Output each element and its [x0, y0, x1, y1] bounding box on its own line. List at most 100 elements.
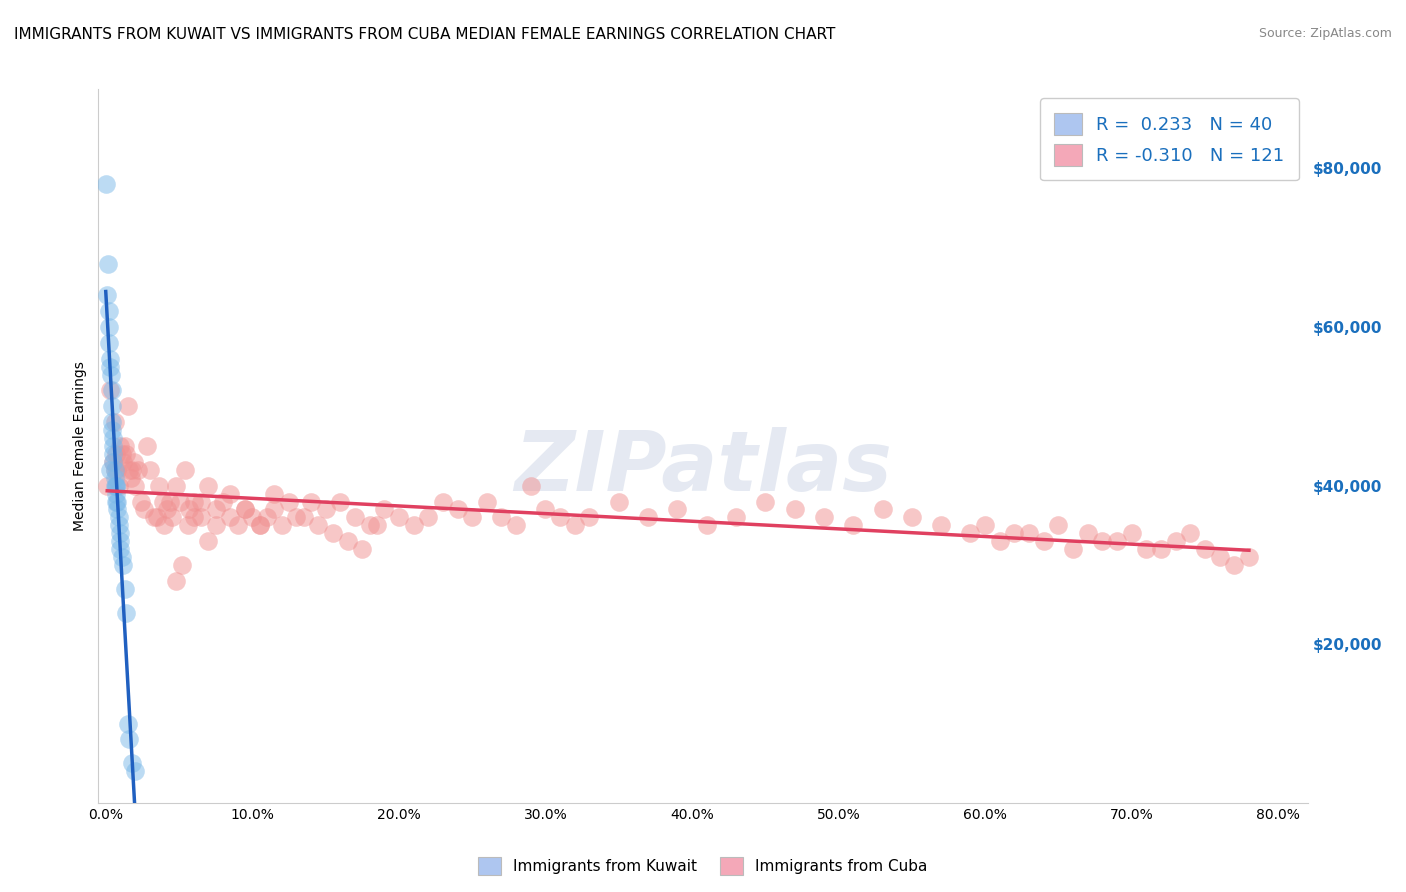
- Point: [607, 494, 630, 508]
- Point: [343, 510, 366, 524]
- Point: [1180, 526, 1202, 541]
- Point: [696, 518, 718, 533]
- Point: [143, 510, 166, 524]
- Point: [1135, 542, 1157, 557]
- Point: [146, 510, 169, 524]
- Point: [263, 502, 285, 516]
- Point: [165, 574, 187, 588]
- Point: [101, 423, 124, 437]
- Point: [278, 494, 301, 508]
- Point: [212, 494, 235, 508]
- Point: [165, 478, 187, 492]
- Point: [263, 486, 285, 500]
- Point: [112, 558, 135, 572]
- Point: [219, 510, 242, 524]
- Point: [118, 732, 141, 747]
- Point: [315, 502, 337, 516]
- Point: [233, 502, 256, 516]
- Point: [103, 463, 125, 477]
- Point: [336, 534, 359, 549]
- Point: [101, 439, 124, 453]
- Point: [129, 494, 152, 508]
- Point: [988, 534, 1011, 549]
- Point: [107, 502, 129, 516]
- Y-axis label: Median Female Earnings: Median Female Earnings: [73, 361, 87, 531]
- Point: [98, 359, 121, 374]
- Point: [285, 510, 308, 524]
- Point: [974, 518, 997, 533]
- Point: [505, 518, 527, 533]
- Point: [96, 178, 118, 192]
- Point: [111, 549, 134, 564]
- Point: [1208, 549, 1230, 564]
- Point: [112, 455, 135, 469]
- Point: [108, 478, 131, 492]
- Point: [901, 510, 924, 524]
- Point: [226, 518, 249, 533]
- Point: [872, 502, 894, 516]
- Point: [1223, 558, 1246, 572]
- Point: [1047, 518, 1070, 533]
- Point: [148, 478, 170, 492]
- Point: [107, 463, 129, 477]
- Point: [132, 502, 155, 516]
- Point: [117, 400, 139, 414]
- Point: [97, 320, 120, 334]
- Point: [121, 756, 143, 771]
- Point: [138, 463, 160, 477]
- Point: [432, 494, 454, 508]
- Point: [197, 478, 219, 492]
- Point: [842, 518, 865, 533]
- Point: [101, 431, 124, 445]
- Point: [170, 558, 193, 572]
- Point: [190, 494, 212, 508]
- Point: [103, 471, 125, 485]
- Point: [1164, 534, 1187, 549]
- Point: [204, 518, 226, 533]
- Point: [101, 455, 124, 469]
- Point: [120, 471, 142, 485]
- Point: [197, 534, 219, 549]
- Point: [153, 518, 176, 533]
- Point: [159, 494, 181, 508]
- Point: [121, 463, 143, 477]
- Point: [233, 502, 256, 516]
- Point: [160, 510, 183, 524]
- Point: [578, 510, 600, 524]
- Point: [724, 510, 747, 524]
- Point: [1004, 526, 1026, 541]
- Point: [270, 518, 292, 533]
- Point: [204, 502, 226, 516]
- Point: [105, 478, 128, 492]
- Point: [100, 384, 122, 398]
- Point: [135, 439, 157, 453]
- Point: [103, 463, 125, 477]
- Point: [156, 502, 179, 516]
- Point: [388, 510, 411, 524]
- Point: [183, 494, 205, 508]
- Point: [329, 494, 352, 508]
- Point: [564, 518, 586, 533]
- Point: [783, 502, 806, 516]
- Point: [110, 526, 132, 541]
- Point: [101, 455, 124, 469]
- Point: [110, 439, 132, 453]
- Point: [111, 447, 134, 461]
- Point: [520, 478, 543, 492]
- Text: IMMIGRANTS FROM KUWAIT VS IMMIGRANTS FROM CUBA MEDIAN FEMALE EARNINGS CORRELATIO: IMMIGRANTS FROM KUWAIT VS IMMIGRANTS FRO…: [14, 27, 835, 42]
- Point: [105, 494, 128, 508]
- Point: [174, 463, 197, 477]
- Point: [373, 502, 395, 516]
- Point: [108, 518, 131, 533]
- Point: [105, 486, 128, 500]
- Point: [110, 542, 132, 557]
- Point: [118, 463, 141, 477]
- Point: [97, 304, 120, 318]
- Point: [107, 494, 129, 508]
- Legend: Immigrants from Kuwait, Immigrants from Cuba: Immigrants from Kuwait, Immigrants from …: [472, 851, 934, 880]
- Point: [110, 534, 132, 549]
- Point: [100, 368, 122, 382]
- Point: [115, 447, 138, 461]
- Point: [103, 415, 125, 429]
- Point: [219, 486, 242, 500]
